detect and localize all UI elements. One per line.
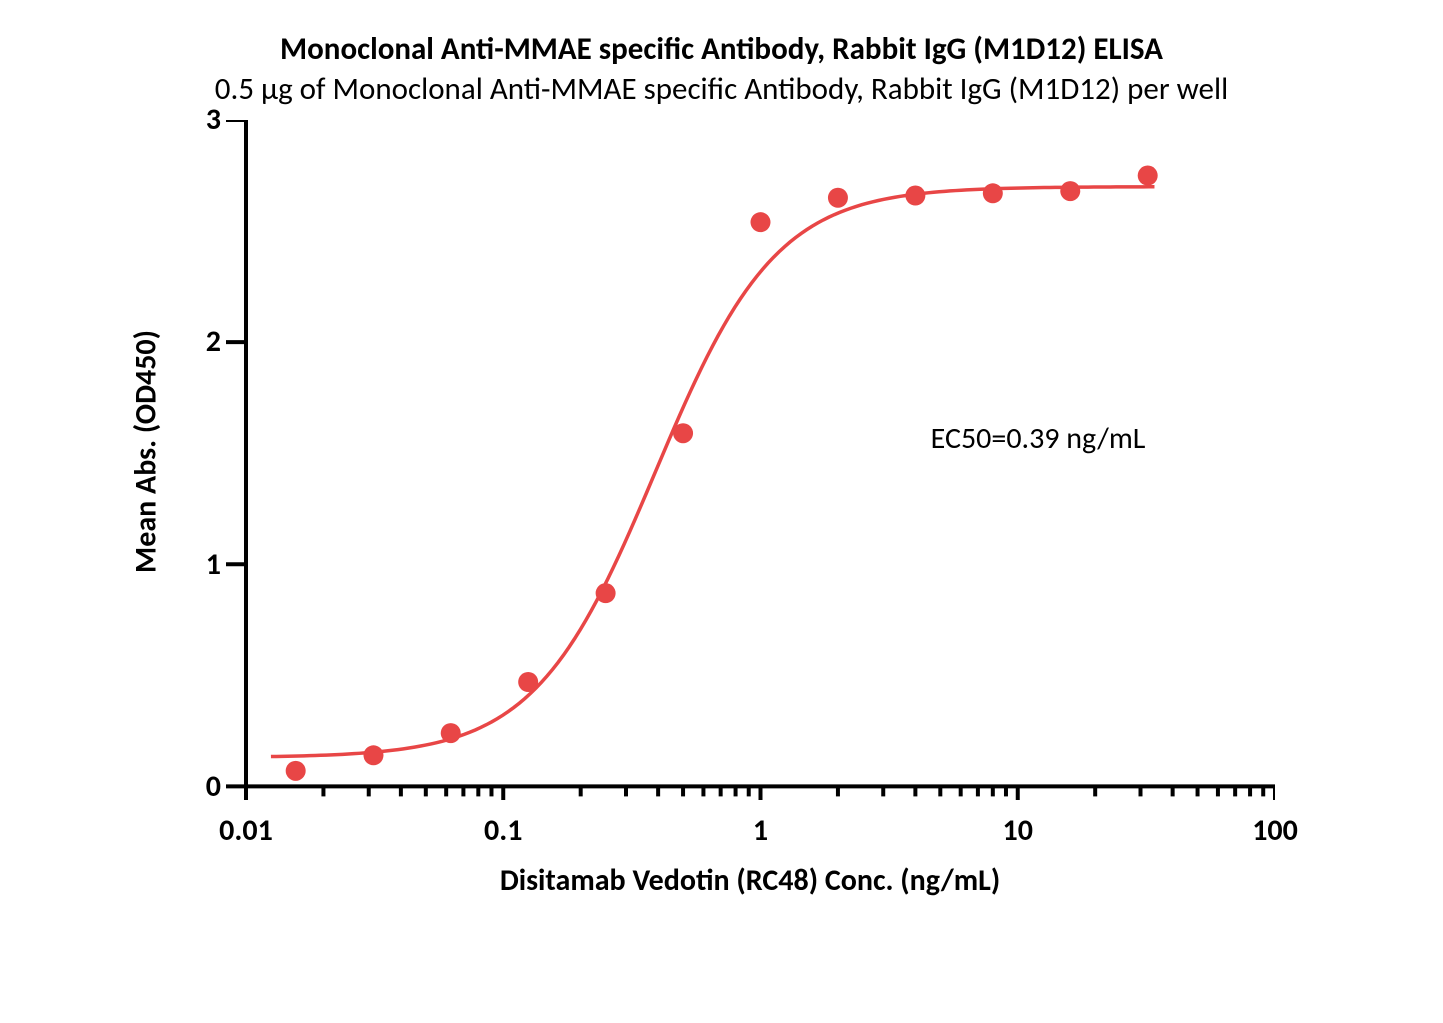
ec50-annotation: EC50=0.39 ng/mL [931, 420, 1146, 457]
x-tick-label: 1 [711, 812, 811, 849]
x-axis-label: Disitamab Vedotin (RC48) Conc. (ng/mL) [225, 862, 1275, 899]
y-tick-label: 0 [181, 768, 221, 805]
plot-svg [225, 120, 1275, 800]
x-tick-label: 10 [968, 812, 1068, 849]
x-tick-label: 100 [1225, 812, 1325, 849]
x-tick-label: 0.01 [196, 812, 296, 849]
y-tick-label: 3 [181, 101, 221, 138]
chart-container: Monoclonal Anti-MMAE specific Antibody, … [0, 0, 1443, 1023]
x-tick-label: 0.1 [453, 812, 553, 849]
y-tick-label: 1 [181, 546, 221, 583]
plot-area [225, 120, 1275, 800]
y-tick-label: 2 [181, 323, 221, 360]
chart-title: Monoclonal Anti-MMAE specific Antibody, … [0, 30, 1443, 68]
y-axis-label: Mean Abs. (OD450) [128, 292, 165, 612]
